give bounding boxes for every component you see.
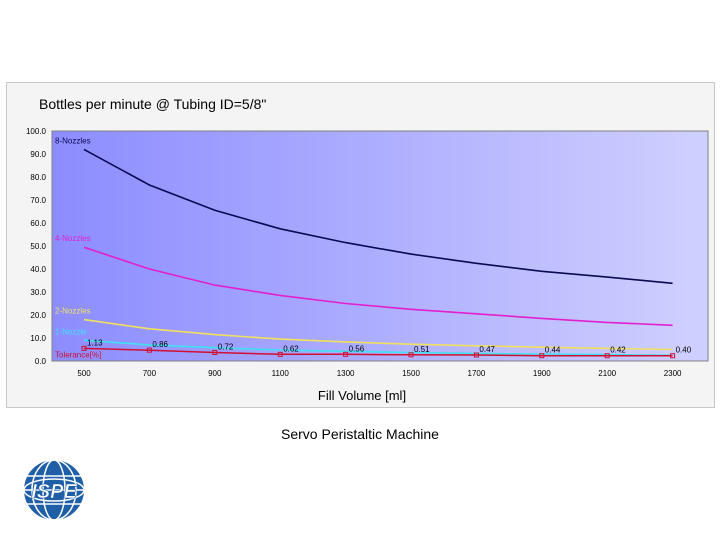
x-axis-ticks: 500 700 900 1100 1300 1500 1700 1900 2100 2300 <box>77 369 682 378</box>
tolerance-marker <box>343 351 349 357</box>
series-label: 4-Nozzles <box>55 234 91 243</box>
tolerance-data-label: 0.42 <box>610 346 626 355</box>
ispe-logo: ISPE <box>23 459 85 521</box>
x-tick-label: 900 <box>208 369 222 378</box>
tolerance-data-labels: 1.13 0.86 0.72 0.62 0.56 0.51 0.47 0.44 0.42 0.40 <box>87 338 692 354</box>
tolerance-data-label: 0.44 <box>545 346 561 355</box>
globe-icon <box>23 459 85 521</box>
y-tick-label: 100.0 <box>26 127 47 136</box>
tolerance-marker <box>670 353 676 359</box>
x-tick-label: 2300 <box>664 369 682 378</box>
series-label: Tolerance[%] <box>55 350 101 359</box>
y-tick-label: 0.0 <box>35 357 47 366</box>
chart-frame: Bottles per minute @ Tubing ID=5/8" 0.0 1… <box>6 82 715 408</box>
y-tick-label: 10.0 <box>30 334 46 343</box>
tolerance-data-label: 0.47 <box>479 345 495 354</box>
y-axis-ticks: 0.0 10.0 20.0 30.0 40.0 50.0 60.0 70.0 80.0 90.0 1… <box>26 127 47 366</box>
slide-caption: Servo Peristaltic Machine <box>281 426 439 442</box>
series-line-2-nozzles <box>83 318 673 351</box>
y-tick-label: 20.0 <box>30 311 46 320</box>
tolerance-data-label: 0.62 <box>283 344 299 353</box>
y-tick-label: 50.0 <box>30 242 46 251</box>
series-label: 1-Nozzle <box>55 327 87 336</box>
series-line-tolerance <box>83 347 673 357</box>
plot-area <box>51 130 709 362</box>
x-tick-label: 500 <box>77 369 91 378</box>
x-axis-label: Fill Volume [ml] <box>318 388 406 403</box>
x-tick-label: 2100 <box>598 369 616 378</box>
y-tick-label: 60.0 <box>30 219 46 228</box>
x-tick-label: 1900 <box>533 369 551 378</box>
tolerance-marker <box>408 352 414 358</box>
series-labels: 8-Nozzles 4-Nozzles 2-Nozzles 1-Nozzle Toler… <box>55 136 101 359</box>
y-tick-label: 30.0 <box>30 288 46 297</box>
tolerance-marker <box>146 347 152 353</box>
y-tick-label: 40.0 <box>30 265 46 274</box>
logo-text: ISPE <box>31 481 77 503</box>
tolerance-data-label: 1.13 <box>87 338 103 347</box>
series-line-4-nozzles <box>83 246 673 327</box>
series-line-8-nozzles <box>83 148 673 285</box>
tolerance-marker <box>277 351 283 357</box>
chart-svg: Bottles per minute @ Tubing ID=5/8" 0.0 1… <box>26 96 709 403</box>
x-tick-label: 700 <box>143 369 157 378</box>
tolerance-marker <box>81 345 87 351</box>
tolerance-data-label: 0.51 <box>414 345 430 354</box>
y-tick-label: 80.0 <box>30 173 46 182</box>
tolerance-marker <box>604 353 610 359</box>
tolerance-marker <box>473 352 479 358</box>
tolerance-data-label: 0.72 <box>218 342 234 351</box>
x-tick-label: 1100 <box>272 369 290 378</box>
x-tick-label: 1300 <box>337 369 355 378</box>
y-tick-label: 90.0 <box>30 150 46 159</box>
tolerance-data-label: 0.56 <box>349 344 365 353</box>
tolerance-data-label: 0.86 <box>152 340 168 349</box>
tolerance-marker <box>212 349 218 355</box>
series-line-1-nozzle <box>83 339 673 357</box>
x-tick-label: 1500 <box>402 369 420 378</box>
series-label: 2-Nozzles <box>55 307 91 316</box>
chart-title: Bottles per minute @ Tubing ID=5/8" <box>39 96 266 112</box>
series-layer <box>81 148 676 359</box>
tolerance-data-label: 0.40 <box>676 346 692 355</box>
x-tick-label: 1700 <box>468 369 486 378</box>
tolerance-marker <box>539 353 545 359</box>
series-label: 8-Nozzles <box>55 136 91 145</box>
y-tick-label: 70.0 <box>30 196 46 205</box>
